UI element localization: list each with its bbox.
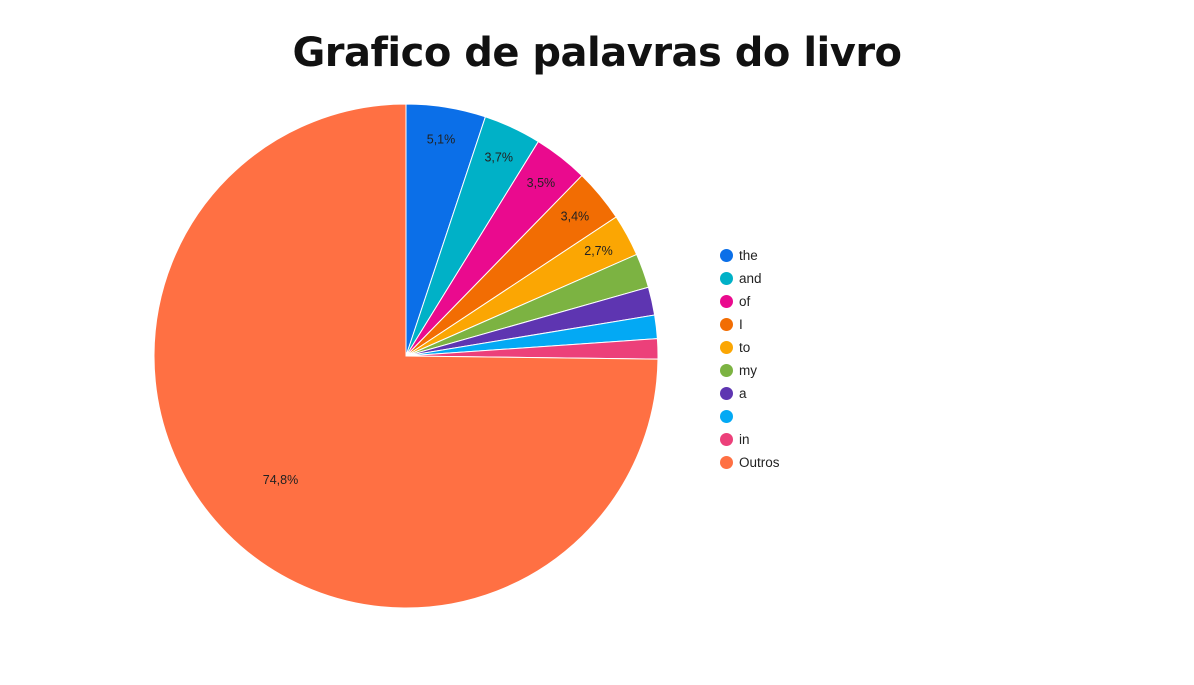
legend-label: of bbox=[739, 293, 751, 309]
legend-item: to bbox=[720, 336, 780, 359]
data-label-and: 3,7% bbox=[484, 150, 513, 164]
legend-item: my bbox=[720, 359, 780, 382]
legend-label: in bbox=[739, 431, 750, 447]
legend-swatch bbox=[720, 433, 733, 446]
data-label-the: 5,1% bbox=[427, 133, 456, 147]
data-label-of: 3,5% bbox=[527, 176, 556, 190]
legend-label: to bbox=[739, 339, 751, 355]
legend-swatch bbox=[720, 272, 733, 285]
legend-swatch bbox=[720, 295, 733, 308]
pie-slices bbox=[153, 103, 659, 609]
legend-item bbox=[720, 405, 780, 428]
legend-swatch bbox=[720, 410, 733, 423]
legend-item: in bbox=[720, 428, 780, 451]
legend-swatch bbox=[720, 341, 733, 354]
legend-label: the bbox=[739, 247, 758, 263]
legend-swatch bbox=[720, 456, 733, 469]
legend-swatch bbox=[720, 387, 733, 400]
legend-item: Outros bbox=[720, 451, 780, 474]
chart-title: Grafico de palavras do livro bbox=[292, 30, 902, 76]
legend-swatch bbox=[720, 318, 733, 331]
legend-item: of bbox=[720, 290, 780, 313]
legend-label: Outros bbox=[739, 454, 780, 470]
data-label-to: 2,7% bbox=[584, 244, 613, 258]
legend-item: and bbox=[720, 267, 780, 290]
pie-slice-outros bbox=[153, 103, 659, 609]
pie-data-labels: 5,1% 3,7% 3,5% 3,4% 2,7% 74,8% bbox=[263, 133, 613, 487]
legend-item: a bbox=[720, 382, 780, 405]
legend-swatch bbox=[720, 364, 733, 377]
legend-item: I bbox=[720, 313, 780, 336]
legend-label: I bbox=[739, 316, 743, 332]
legend-label: and bbox=[739, 270, 762, 286]
legend-label: my bbox=[739, 362, 757, 378]
legend-label: a bbox=[739, 385, 747, 401]
legend-swatch bbox=[720, 249, 733, 262]
legend-item: the bbox=[720, 244, 780, 267]
data-label-outros: 74,8% bbox=[263, 473, 298, 487]
data-label-i: 3,4% bbox=[561, 209, 590, 223]
